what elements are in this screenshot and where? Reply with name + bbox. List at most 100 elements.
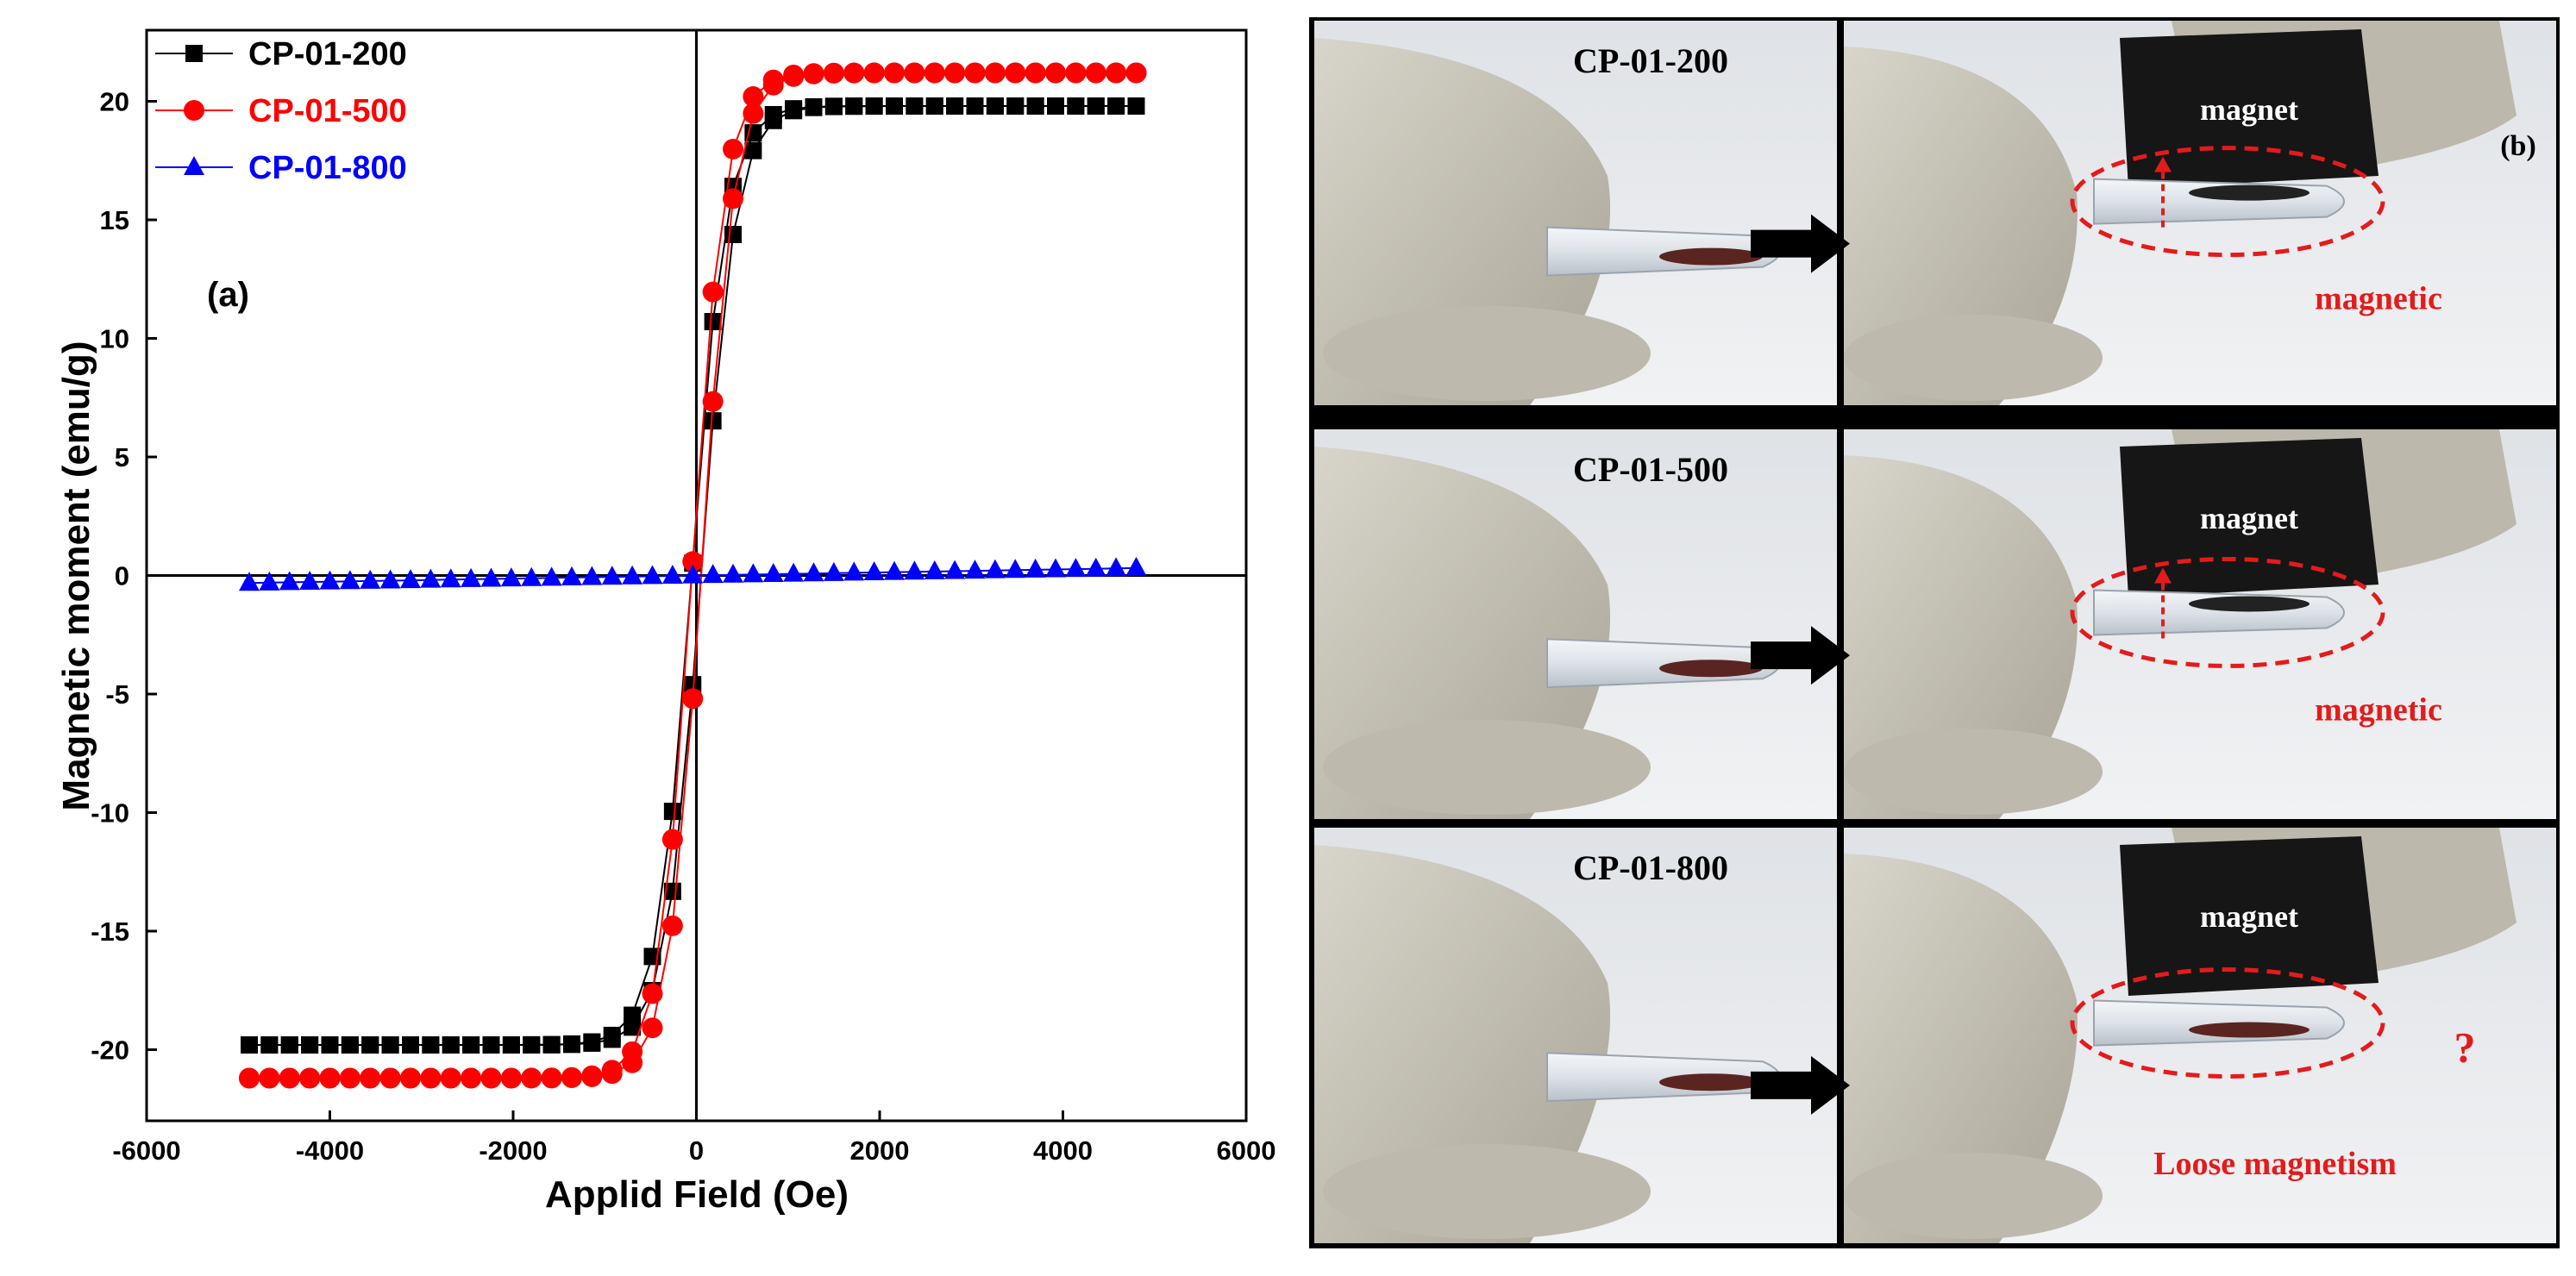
data-point (601, 566, 623, 585)
data-point (1025, 62, 1046, 84)
data-point (946, 97, 964, 116)
data-point (500, 567, 522, 587)
data-point (744, 141, 762, 160)
data-point (984, 559, 1006, 579)
attraction-arrowhead (2154, 156, 2172, 172)
data-point (400, 1067, 421, 1089)
data-point (783, 64, 805, 85)
sample-powder (1659, 1073, 1763, 1091)
data-point (279, 571, 300, 591)
data-point (762, 69, 784, 91)
data-point (843, 561, 865, 581)
data-point (823, 561, 844, 581)
data-point (925, 97, 943, 116)
x-tick-label: -2000 (479, 1135, 547, 1166)
legend-label: CP-01-800 (248, 150, 407, 186)
data-point (461, 1067, 482, 1089)
data-point (482, 1035, 500, 1054)
photo-panel: CP-01-200magnetmagneticCP-01-500magnetma… (1309, 17, 2560, 1248)
data-point (964, 560, 986, 579)
data-point (360, 1067, 381, 1089)
transition-arrow (1751, 626, 1850, 685)
highlight-ellipse (2070, 146, 2385, 258)
data-point (764, 105, 782, 123)
data-point (1107, 97, 1125, 115)
data-point (379, 569, 401, 589)
glove-hand (1314, 845, 1611, 1243)
result-label: Loose magnetism (2153, 1146, 2397, 1182)
data-point (785, 100, 803, 118)
data-point (440, 568, 461, 588)
data-point (886, 97, 903, 116)
glove-hand (1844, 455, 2078, 819)
data-point (723, 138, 743, 160)
data-point (661, 564, 683, 584)
data-point (1106, 557, 1127, 577)
axis-ticks: -6000 -4000 -2000 0 2000 4000 6000 -20 -15 -10 -5 0… (91, 87, 1275, 1167)
data-point (845, 97, 863, 116)
data-point (642, 983, 663, 1004)
data-point (341, 1036, 359, 1054)
y-tick-label: 5 (115, 442, 129, 472)
data-point (642, 565, 663, 585)
glove-finger (1323, 720, 1651, 815)
y-tick-label: -20 (91, 1035, 129, 1066)
data-point (1065, 558, 1087, 578)
data-point (762, 562, 784, 582)
data-point (1026, 97, 1044, 115)
question-mark: ? (2454, 1023, 2476, 1072)
data-point (743, 86, 764, 108)
photo-after-1: magnet magnetic (1844, 21, 2556, 405)
data-point (301, 1036, 319, 1054)
x-axis-title: Applid Field (Oe) (545, 1173, 849, 1216)
hysteresis-chart: -6000 -4000 -2000 0 2000 4000 6000 -20 -15 -10 -5 0… (55, 28, 1275, 1216)
data-point (743, 563, 764, 583)
data-point (904, 62, 925, 84)
data-point (360, 569, 381, 589)
result-label: magnetic (2315, 691, 2442, 728)
data-point (1045, 558, 1066, 578)
data-point (624, 1006, 642, 1024)
data-point (502, 1035, 520, 1054)
data-point (541, 566, 562, 586)
photo-before-2: CP-01-500 (1314, 429, 1837, 819)
data-point (402, 1035, 419, 1054)
data-point (480, 567, 502, 587)
photo-before-3: CP-01-800 (1314, 828, 1837, 1243)
sample-label: CP-01-800 (1573, 848, 1728, 887)
glove-hand (1844, 854, 2078, 1243)
transition-arrow (1751, 214, 1850, 273)
data-point (622, 565, 643, 585)
sample-powder (1659, 660, 1763, 678)
x-tick-label: 4000 (1033, 1135, 1093, 1166)
series-layer (239, 62, 1147, 1089)
data-point (723, 563, 743, 583)
data-point (702, 281, 724, 303)
legend-marker (184, 156, 204, 175)
magnet-label: magnet (2200, 899, 2298, 934)
y-tick-label: 10 (100, 324, 129, 354)
transition-arrow (1751, 1055, 1850, 1115)
sample-tube (2093, 999, 2345, 1047)
data-point (924, 560, 945, 579)
data-point (661, 915, 683, 936)
series-CP-01-200 (241, 97, 1145, 1054)
data-point (724, 225, 742, 243)
data-point (904, 560, 925, 580)
data-point (823, 62, 844, 84)
data-point (1005, 559, 1026, 579)
magnet-label: magnet (2200, 501, 2298, 535)
data-point (523, 1035, 541, 1054)
data-point (1006, 97, 1025, 115)
data-point (663, 803, 681, 821)
sample-powder (2189, 596, 2310, 612)
data-point (1127, 97, 1145, 115)
data-point (704, 412, 722, 430)
data-point (661, 829, 683, 850)
data-point (319, 570, 341, 590)
sample-tube (2093, 589, 2345, 636)
data-point (1125, 62, 1147, 84)
photo-after-2: magnet magnetic (1844, 429, 2556, 819)
data-point (542, 1035, 561, 1054)
legend-marker (185, 45, 203, 62)
